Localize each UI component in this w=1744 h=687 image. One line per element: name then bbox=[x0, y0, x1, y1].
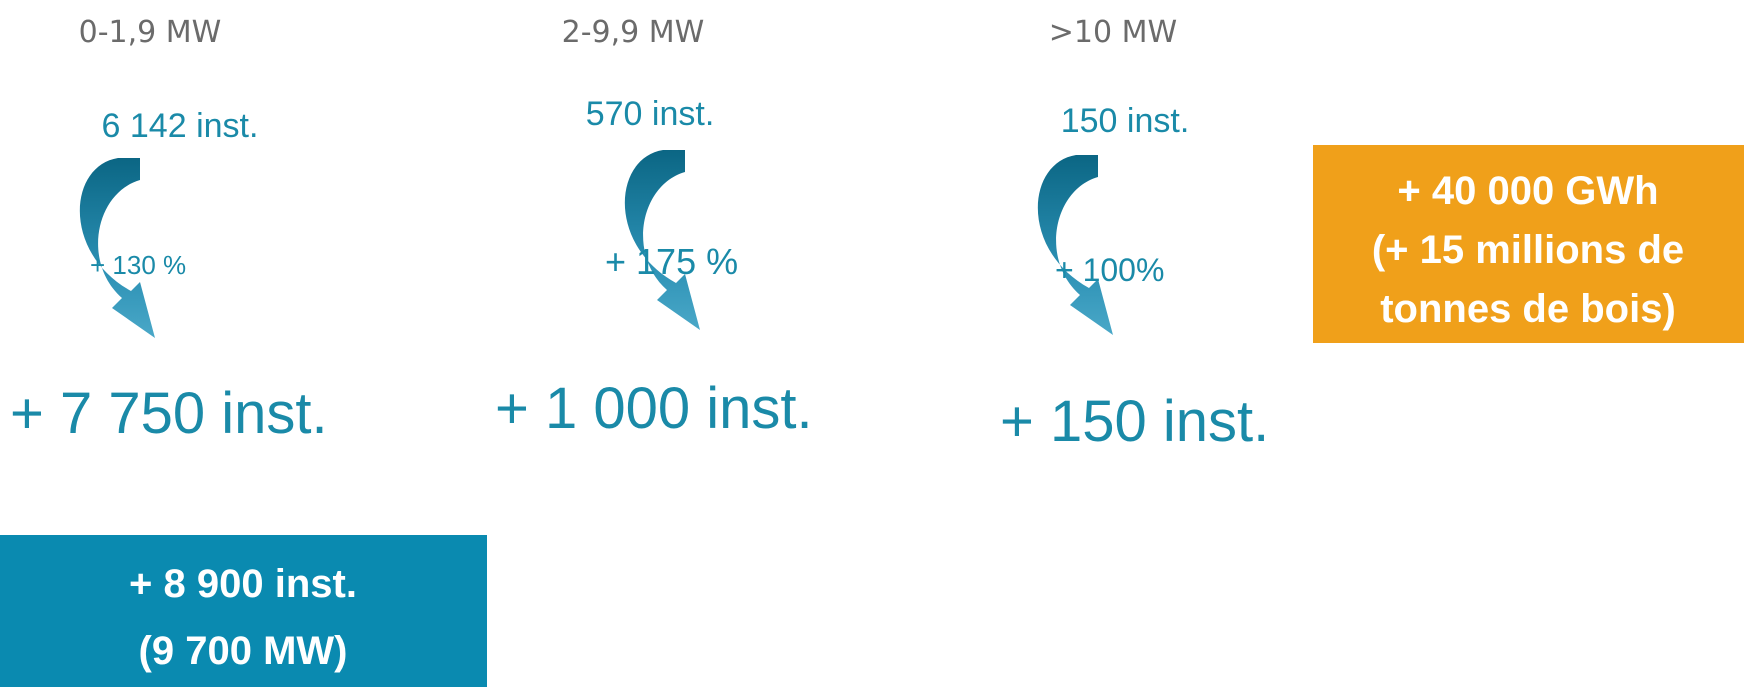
current-count: 570 inst. bbox=[586, 95, 715, 133]
added-count: + 1 000 inst. bbox=[495, 376, 813, 441]
energy-box: + 40 000 GWh (+ 15 millions de tonnes de… bbox=[1313, 145, 1744, 343]
box-background bbox=[1313, 145, 1744, 343]
box-line: tonnes de bois) bbox=[1380, 287, 1676, 331]
added-count: + 7 750 inst. bbox=[10, 381, 328, 446]
box-line: + 40 000 GWh bbox=[1397, 169, 1658, 213]
column-1: 0-1,9 MW 6 142 inst. + 130 % + 7 750 ins… bbox=[10, 15, 328, 446]
column-2: 2-9,9 MW 570 inst. + 175 % + 1 000 inst. bbox=[495, 15, 813, 441]
total-box: + 8 900 inst. (9 700 MW) bbox=[0, 535, 487, 687]
header: 0-1,9 MW bbox=[79, 15, 222, 50]
added-count: + 150 inst. bbox=[1000, 389, 1269, 454]
box-background bbox=[0, 535, 487, 687]
growth: + 100% bbox=[1055, 252, 1164, 288]
box-line: (+ 15 millions de bbox=[1372, 228, 1684, 272]
growth: + 130 % bbox=[90, 250, 186, 280]
header: 2-9,9 MW bbox=[562, 15, 705, 50]
box-line: (9 700 MW) bbox=[139, 629, 348, 673]
header: >10 MW bbox=[1049, 15, 1177, 50]
current-count: 6 142 inst. bbox=[102, 107, 259, 145]
column-3: >10 MW 150 inst. + 100% + 150 inst. bbox=[1000, 15, 1269, 454]
growth: + 175 % bbox=[605, 241, 738, 282]
growth-arrow bbox=[1037, 155, 1113, 335]
box-line: + 8 900 inst. bbox=[129, 562, 357, 606]
growth-arrow bbox=[79, 158, 155, 338]
growth-arrow bbox=[624, 150, 700, 330]
current-count: 150 inst. bbox=[1061, 102, 1190, 140]
